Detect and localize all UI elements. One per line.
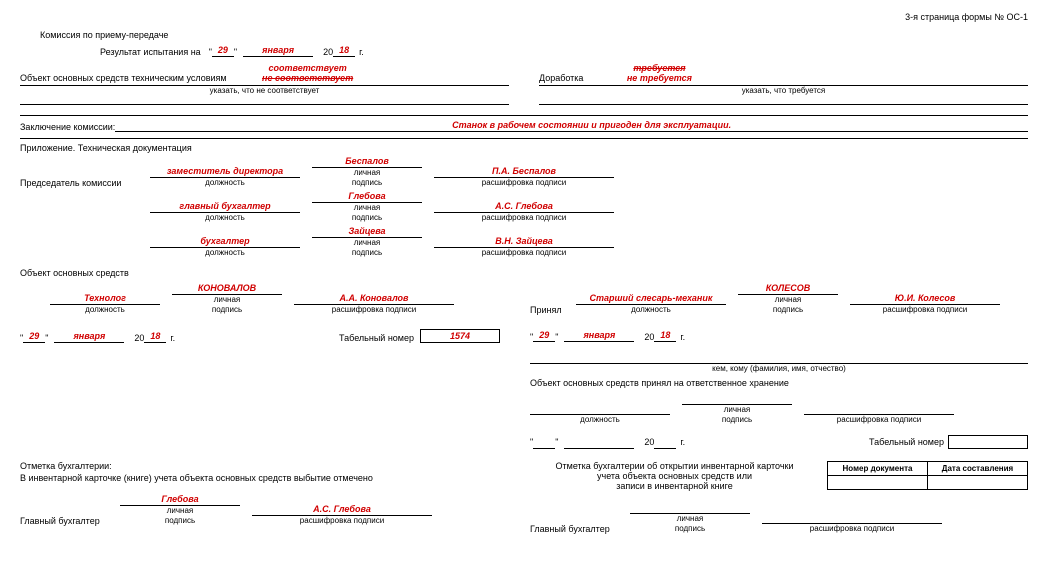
receiver-label: Принял bbox=[530, 305, 576, 315]
member3-name: В.Н. Зайцева bbox=[434, 235, 614, 248]
acc-mark-right-3: записи в инвентарной книге bbox=[530, 481, 819, 491]
acc-mark-right-1: Отметка бухгалтерии об открытии инвентар… bbox=[530, 461, 819, 471]
receiver-sign: КОЛЕСОВ bbox=[738, 282, 838, 295]
tab-num-box: 1574 bbox=[420, 329, 500, 343]
deliverer-sign: КОНОВАЛОВ bbox=[172, 282, 282, 295]
object-title: Объект основных средств bbox=[20, 268, 1028, 278]
not-required-text: не требуется bbox=[599, 73, 719, 83]
date2-y: 18 bbox=[144, 330, 166, 343]
acc-mark-right-2: учета объекта основных средств или bbox=[530, 471, 819, 481]
date3-y: 18 bbox=[654, 329, 676, 342]
member2-name: А.С. Глебова bbox=[434, 200, 614, 213]
sub-not-conform: указать, что не соответствует bbox=[20, 86, 509, 96]
date2-d: 29 bbox=[23, 330, 45, 343]
tab-num-label: Табельный номер bbox=[339, 333, 414, 343]
table-h1: Номер документа bbox=[828, 462, 928, 476]
receiver-name: Ю.И. Колесов bbox=[850, 292, 1000, 305]
test-result-label: Результат испытания на bbox=[100, 47, 201, 57]
member2-sign: Глебова bbox=[312, 190, 422, 203]
date3-m: января bbox=[564, 329, 634, 342]
chief-acc-label-left: Главный бухгалтер bbox=[20, 516, 120, 526]
conforms-text: соответствует bbox=[243, 63, 373, 73]
conclusion-text: Станок в рабочем состоянии и пригоден дл… bbox=[115, 120, 1028, 132]
member1-pos: заместитель директора bbox=[150, 165, 300, 178]
sign-sub-1a: личная bbox=[312, 168, 422, 178]
page-header: 3-я страница формы № ОС-1 bbox=[20, 12, 1028, 22]
member3-sign: Зайцева bbox=[312, 225, 422, 238]
member1-sign: Беспалов bbox=[312, 155, 422, 168]
test-date-g: г. bbox=[359, 47, 364, 57]
storage-label: Объект основных средств принял на ответс… bbox=[530, 378, 1028, 388]
receiver-pos: Старший слесарь-механик bbox=[576, 292, 726, 305]
tab-num2-label: Табельный номер bbox=[869, 437, 944, 447]
test-date-day: 29 bbox=[212, 44, 234, 57]
sign-sub-1b: подпись bbox=[312, 178, 422, 188]
chief-acc-name: А.С. Глебова bbox=[252, 503, 432, 516]
deliverer-pos: Технолог bbox=[50, 292, 160, 305]
sub-required: указать, что требуется bbox=[539, 86, 1028, 96]
object-tech-label: Объект основных средств техническим усло… bbox=[20, 73, 227, 83]
test-date-month: января bbox=[243, 44, 313, 57]
deliverer-name: А.А. Коновалов bbox=[294, 292, 454, 305]
tab-num2-box bbox=[948, 435, 1028, 449]
commission-label: Комиссия по приему-передаче bbox=[40, 30, 1028, 40]
member3-pos: бухгалтер bbox=[150, 235, 300, 248]
pos-sub-1: должность bbox=[150, 178, 300, 188]
doc-table: Номер документа Дата составления bbox=[827, 461, 1028, 490]
inv-card-left: В инвентарной карточке (книге) учета объ… bbox=[20, 473, 500, 483]
test-date-yprefix: 20 bbox=[323, 47, 333, 57]
date3-d: 29 bbox=[533, 329, 555, 342]
chief-acc-sign: Глебова bbox=[120, 493, 240, 506]
chairman-label: Председатель комиссии bbox=[20, 178, 150, 188]
date2-m: января bbox=[54, 330, 124, 343]
whom-sub: кем, кому (фамилия, имя, отчество) bbox=[530, 364, 1028, 374]
decode-sub-1: расшифровка подписи bbox=[434, 178, 614, 188]
attachment-label: Приложение. Техническая документация bbox=[20, 143, 1028, 153]
acc-mark-left: Отметка бухгалтерии: bbox=[20, 461, 500, 471]
not-conforms-text: не соответствует bbox=[243, 73, 373, 83]
member1-name: П.А. Беспалов bbox=[434, 165, 614, 178]
member2-pos: главный бухгалтер bbox=[150, 200, 300, 213]
required-text: требуется bbox=[599, 63, 719, 73]
chief-acc-label-right: Главный бухгалтер bbox=[530, 524, 630, 534]
test-date-year: 18 bbox=[333, 44, 355, 57]
table-h2: Дата составления bbox=[928, 462, 1028, 476]
conclusion-label: Заключение комиссии: bbox=[20, 122, 115, 132]
rework-label: Доработка bbox=[539, 73, 583, 83]
